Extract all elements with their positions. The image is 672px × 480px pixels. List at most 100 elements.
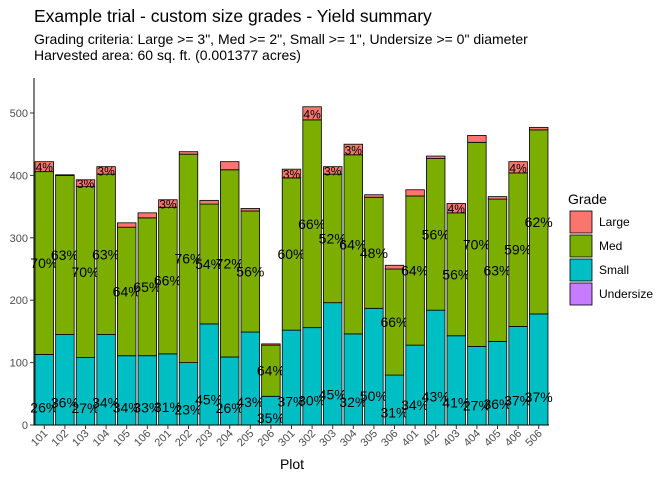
bar-large-105 <box>117 222 137 228</box>
bar-small-506 <box>529 313 549 426</box>
label-med-406: 59% <box>504 242 532 258</box>
x-tick-label-203: 203 <box>194 428 215 449</box>
bar-large-201 <box>158 199 178 208</box>
legend-label-med: Med <box>599 239 622 253</box>
bar-large-106 <box>137 212 157 219</box>
bar-large-306 <box>384 264 405 270</box>
x-tick-label-206: 206 <box>256 428 277 449</box>
bar-large-303 <box>323 166 343 175</box>
bar-small-302 <box>302 327 322 426</box>
y-tick-label-400: 400 <box>10 170 28 182</box>
x-tick-label-506: 506 <box>523 428 544 449</box>
label-med-306: 66% <box>380 314 408 330</box>
label-small-403: 41% <box>442 395 470 411</box>
label-small-102: 36% <box>51 394 79 410</box>
label-small-301: 37% <box>277 393 305 409</box>
label-small-306: 31% <box>380 405 408 421</box>
legend-label-small: Small <box>599 263 629 277</box>
bar-small-405 <box>487 340 508 426</box>
bar-large-102 <box>55 174 75 176</box>
x-tick-label-205: 205 <box>235 428 256 449</box>
label-small-105: 34% <box>113 400 141 416</box>
label-med-302: 66% <box>298 216 326 232</box>
label-med-303: 52% <box>319 230 347 246</box>
bar-large-301 <box>281 168 302 179</box>
bar-large-101 <box>34 161 54 173</box>
label-large-303: 3% <box>324 164 342 178</box>
label-small-401: 34% <box>401 397 429 413</box>
label-med-404: 70% <box>463 236 491 252</box>
y-tick-label-500: 500 <box>10 108 28 120</box>
x-tick-label-102: 102 <box>50 428 71 449</box>
bar-small-304 <box>343 333 363 426</box>
legend-label-large: Large <box>599 215 630 229</box>
y-tick-label-300: 300 <box>10 233 28 245</box>
x-tick-label-402: 402 <box>420 428 441 449</box>
label-large-304: 3% <box>345 144 363 158</box>
x-axis: 101 102 103 104 105 106 201 202 203 204 205 206 301 3… <box>29 424 549 449</box>
x-tick-label-304: 304 <box>338 428 359 449</box>
legend-title: Grade <box>568 191 607 207</box>
y-axis: 0 100 200 300 400 500 <box>10 78 35 432</box>
legend-key-small <box>569 258 593 282</box>
bar-large-401 <box>405 189 425 197</box>
label-small-205: 43% <box>236 394 264 410</box>
label-med-205: 56% <box>236 264 264 280</box>
label-large-104: 3% <box>97 164 115 178</box>
x-tick-label-404: 404 <box>462 428 483 449</box>
x-tick-label-403: 403 <box>441 428 462 449</box>
bar-large-304 <box>343 143 363 156</box>
bar-large-202 <box>178 151 199 155</box>
label-small-405: 36% <box>483 396 511 412</box>
x-tick-label-301: 301 <box>276 428 297 449</box>
bar-large-402 <box>426 155 446 159</box>
x-tick-label-201: 201 <box>153 428 174 449</box>
x-tick-label-101: 101 <box>29 428 50 449</box>
x-tick-label-305: 305 <box>359 428 380 449</box>
legend-key-large <box>569 210 593 234</box>
x-tick-label-306: 306 <box>379 428 400 449</box>
label-small-303: 45% <box>319 386 347 402</box>
bar-large-305 <box>364 194 384 198</box>
legend-key-undersize <box>569 282 593 306</box>
x-tick-label-204: 204 <box>214 428 235 449</box>
label-small-104: 34% <box>92 394 120 410</box>
x-tick-label-302: 302 <box>297 428 318 449</box>
label-med-104: 63% <box>92 246 120 262</box>
x-tick-label-104: 104 <box>91 428 112 449</box>
legend: Grade Large Med Small Undersize <box>568 191 653 306</box>
label-med-506: 62% <box>525 214 553 230</box>
bar-small-301 <box>281 329 302 426</box>
label-med-403: 56% <box>442 266 470 282</box>
bar-large-205 <box>240 208 260 212</box>
label-small-206: 35% <box>257 410 285 426</box>
label-med-202: 76% <box>174 250 202 266</box>
chart-subtitle: Grading criteria: Large >= 3", Med >= 2"… <box>34 31 528 63</box>
bar-large-103 <box>75 179 96 188</box>
label-med-206: 64% <box>257 363 285 379</box>
x-tick-label-405: 405 <box>482 428 503 449</box>
label-small-201: 31% <box>154 399 182 415</box>
label-small-202: 23% <box>174 401 202 417</box>
label-med-401: 64% <box>401 263 429 279</box>
bar-large-302 <box>302 106 322 121</box>
x-tick-label-202: 202 <box>173 428 194 449</box>
label-small-302: 30% <box>298 393 326 409</box>
label-large-103: 3% <box>77 177 95 191</box>
x-tick-label-103: 103 <box>70 428 91 449</box>
label-small-103: 27% <box>71 400 99 416</box>
label-med-204: 72% <box>216 255 244 271</box>
bar-large-406 <box>508 161 528 174</box>
bar-large-506 <box>529 126 549 131</box>
x-tick-label-303: 303 <box>317 428 338 449</box>
label-med-103: 70% <box>71 264 99 280</box>
label-small-406: 37% <box>504 392 532 408</box>
bar-small-406 <box>508 326 528 426</box>
label-small-106: 33% <box>133 400 161 416</box>
legend-label-undersize: Undersize <box>599 287 653 301</box>
bar-large-203 <box>199 199 219 205</box>
bar-large-206 <box>261 343 281 346</box>
label-med-106: 65% <box>133 279 161 295</box>
label-med-201: 66% <box>154 273 182 289</box>
